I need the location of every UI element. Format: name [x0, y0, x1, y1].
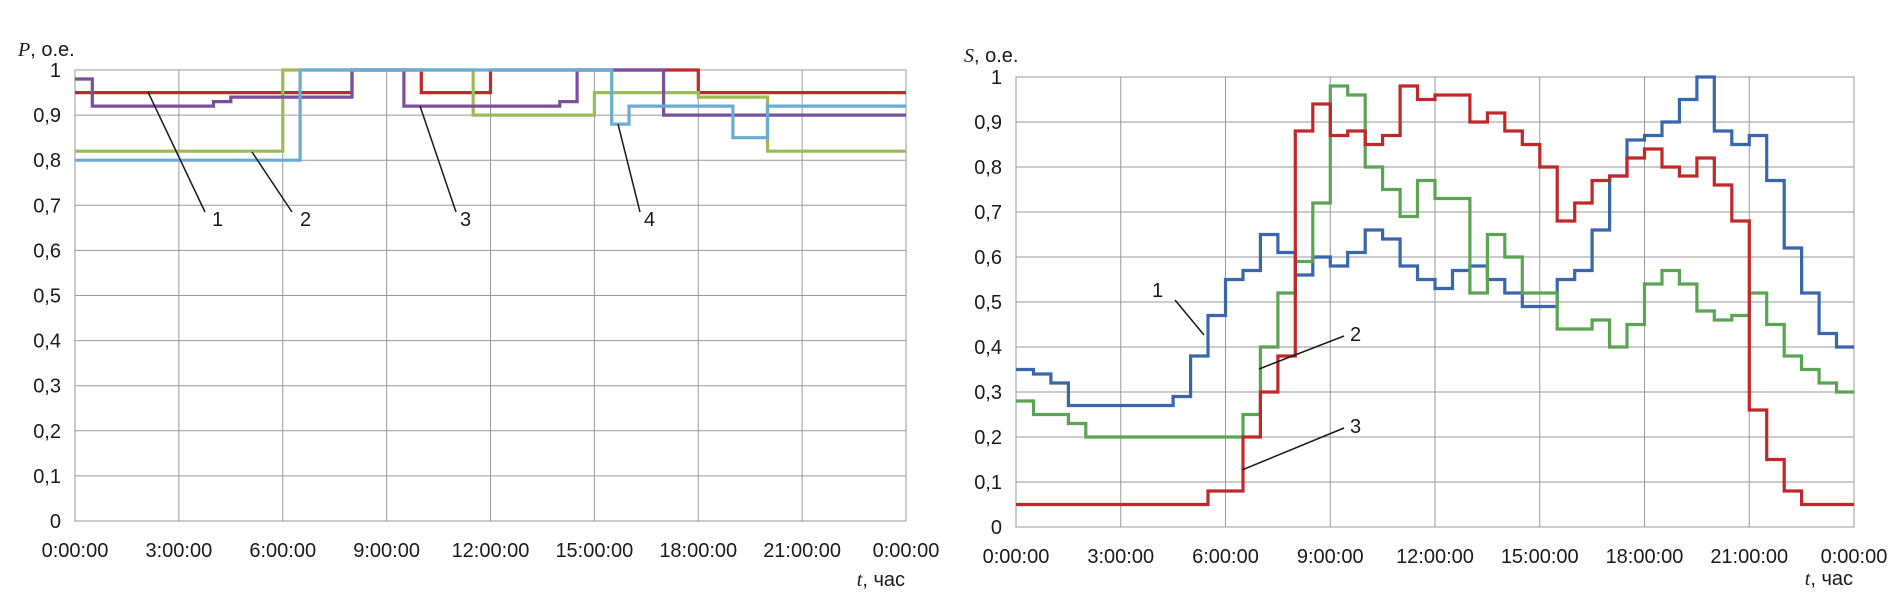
callout-label: 3 [1350, 416, 1361, 438]
y-tick-label: 0,5 [33, 286, 61, 308]
x-tick-label: 9:00:00 [1297, 546, 1364, 568]
callout-leader [1241, 427, 1345, 471]
y-tick-label: 0 [991, 517, 1002, 539]
y-tick-label: 0,7 [974, 202, 1002, 224]
x-tick-label: 21:00:00 [763, 540, 841, 562]
callout-label: 1 [1152, 280, 1163, 302]
y-axis-symbol: S [964, 45, 974, 67]
callout-leader [251, 151, 293, 213]
y-tick-label: 0,4 [974, 337, 1002, 359]
y-tick-label: 0,3 [33, 376, 61, 398]
y-axis-unit: , о.е. [974, 45, 1018, 67]
x-axis-unit: , час [862, 569, 905, 591]
y-tick-label: 0,5 [974, 292, 1002, 314]
x-tick-label: 0:00:00 [42, 540, 109, 562]
series-line-2 [75, 68, 906, 153]
y-axis-unit: , о.е. [30, 39, 74, 61]
series-line-2 [1016, 84, 1854, 439]
x-tick-label: 12:00:00 [1396, 546, 1474, 568]
x-tick-label: 15:00:00 [1501, 546, 1579, 568]
callout-leader [617, 123, 641, 213]
callout-leader [1174, 299, 1205, 336]
x-axis-symbol: t [857, 569, 863, 591]
x-tick-label: 12:00:00 [452, 540, 530, 562]
y-tick-label: 0,6 [33, 240, 61, 262]
y-tick-label: 0,3 [974, 382, 1002, 404]
y-axis-title: S, о.е. [964, 45, 1018, 67]
callout-label: 2 [1350, 324, 1361, 346]
x-tick-label: 0:00:00 [873, 540, 940, 562]
x-axis-title: t, час [1805, 568, 1853, 590]
y-tick-label: 0 [50, 511, 61, 533]
series-line-3 [1016, 84, 1854, 507]
x-tick-label: 0:00:00 [1821, 546, 1888, 568]
plot-frame [1015, 76, 1855, 528]
x-tick-label: 15:00:00 [555, 540, 633, 562]
x-tick-label: 3:00:00 [1087, 546, 1154, 568]
y-tick-label: 0,8 [974, 157, 1002, 179]
y-tick-label: 0,7 [33, 195, 61, 217]
y-axis-symbol: P [17, 39, 30, 61]
y-axis-title: P, о.е. [17, 39, 75, 61]
x-tick-label: 9:00:00 [353, 540, 420, 562]
y-tick-label: 0,2 [974, 427, 1002, 449]
x-axis-unit: , час [1810, 568, 1853, 590]
callout-label: 4 [644, 209, 655, 231]
callout-label: 1 [212, 209, 223, 231]
x-tick-label: 18:00:00 [1606, 546, 1684, 568]
y-tick-label: 1 [991, 67, 1002, 89]
y-tick-label: 0,4 [33, 331, 61, 353]
x-tick-label: 18:00:00 [659, 540, 737, 562]
x-tick-label: 6:00:00 [249, 540, 316, 562]
y-tick-label: 0,1 [33, 466, 61, 488]
callout-label: 2 [300, 209, 311, 231]
x-tick-label: 0:00:00 [983, 546, 1050, 568]
x-tick-label: 6:00:00 [1192, 546, 1259, 568]
y-tick-label: 0,6 [974, 247, 1002, 269]
y-tick-label: 0,2 [33, 421, 61, 443]
chart-s-power: 0 0,1 0,2 0,3 0,4 0,5 0,6 0,7 0,8 0,9 1 0:00:00 3:00… [964, 45, 1887, 590]
chart-p-power: 0 0,1 0,2 0,3 0,4 0,5 0,6 0,7 0,8 0,9 1 0:00:00 3:00… [17, 39, 939, 591]
x-axis-title: t, час [857, 569, 905, 591]
series-line-1 [75, 68, 906, 95]
y-tick-label: 0,9 [974, 112, 1002, 134]
y-tick-label: 1 [50, 60, 61, 82]
x-tick-label: 3:00:00 [146, 540, 213, 562]
x-axis-symbol: t [1805, 568, 1811, 590]
callout-leader [419, 105, 457, 213]
series-line-4 [75, 68, 906, 162]
y-tick-label: 0,9 [33, 105, 61, 127]
x-tick-label: 21:00:00 [1710, 546, 1788, 568]
y-tick-label: 0,1 [974, 472, 1002, 494]
callout-leader [147, 91, 206, 213]
y-tick-label: 0,8 [33, 150, 61, 172]
callout-leader [1258, 335, 1345, 370]
callout-label: 3 [460, 209, 471, 231]
